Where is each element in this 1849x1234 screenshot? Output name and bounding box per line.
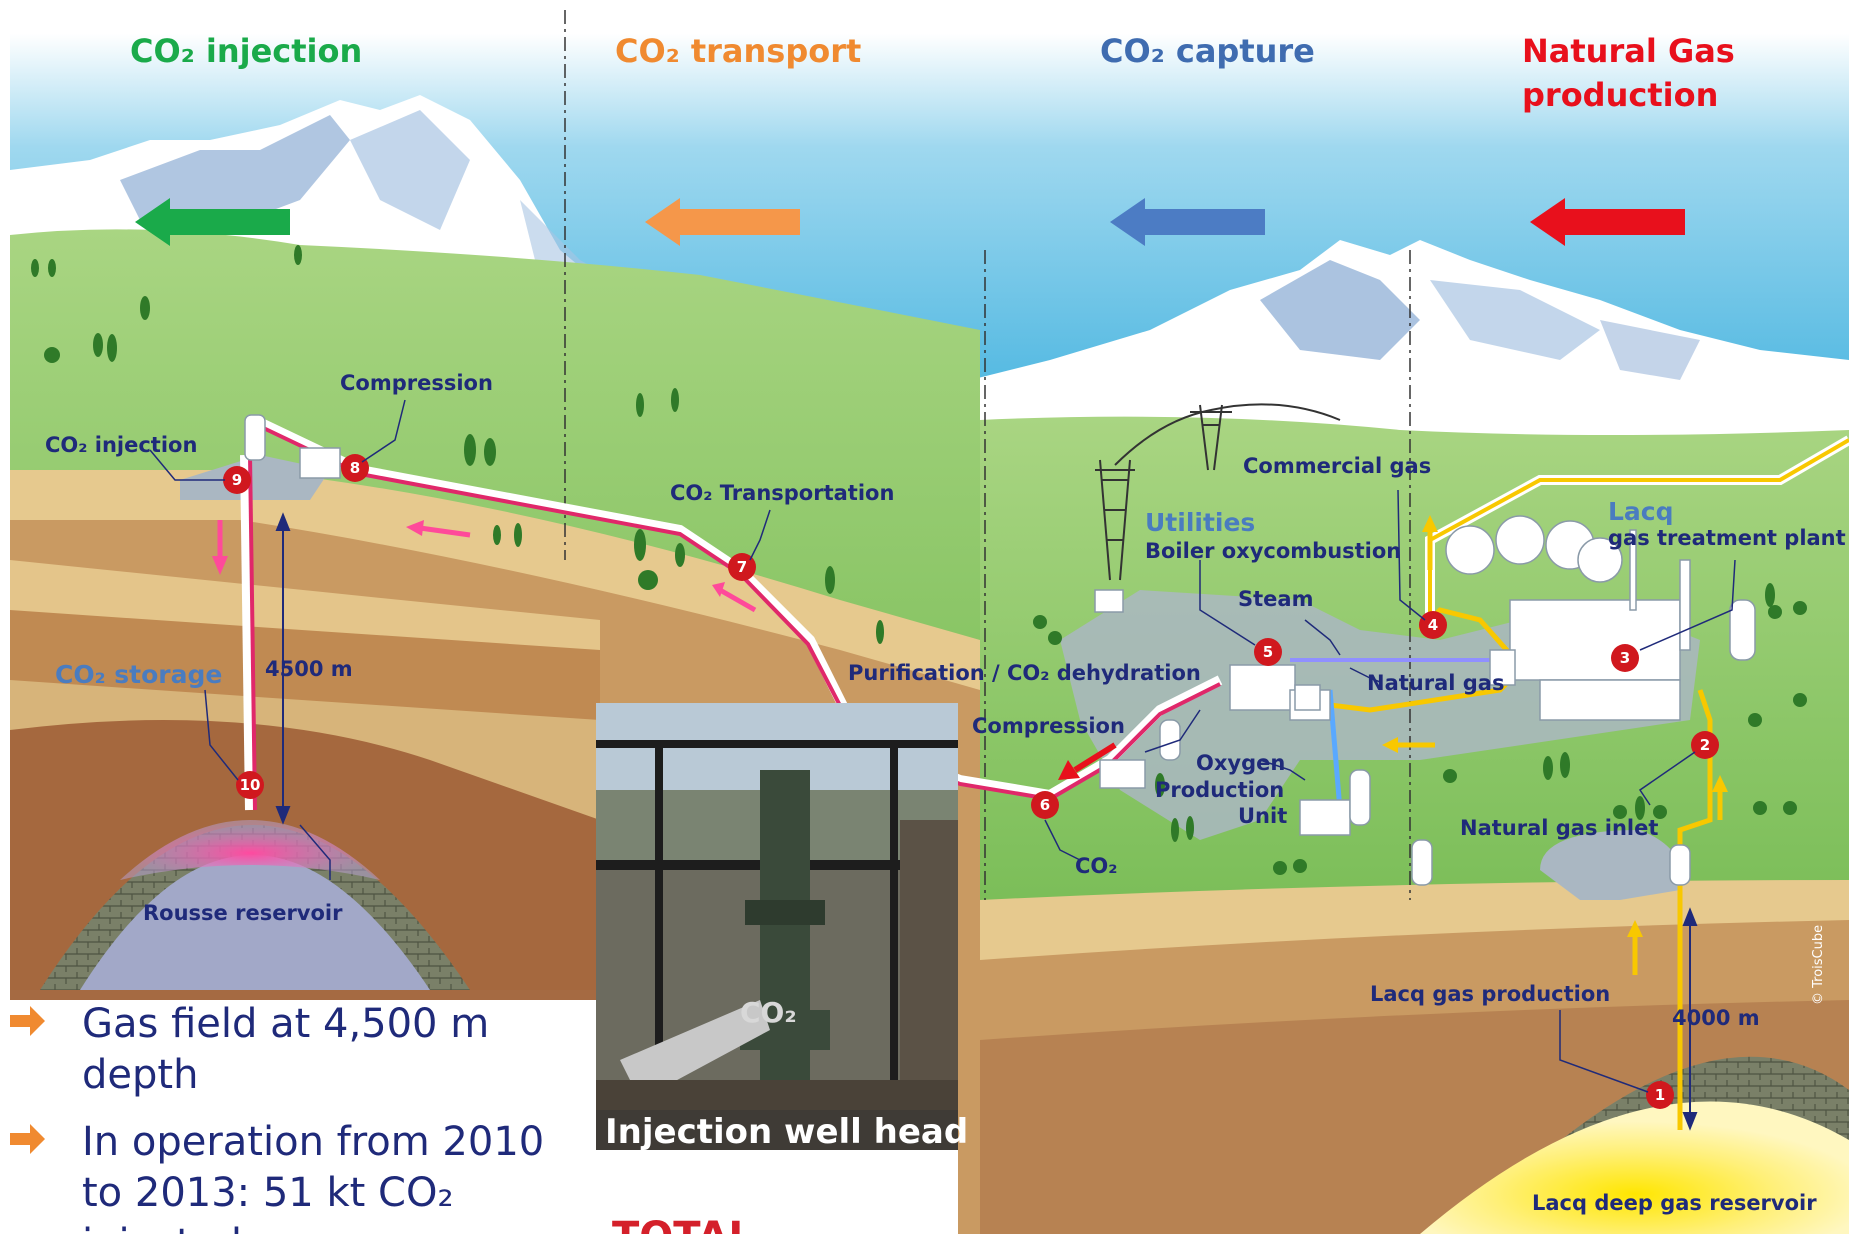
arrow-left-icon xyxy=(135,198,290,246)
marker-8-label: 8 xyxy=(350,459,360,477)
bullet-1-line-1: Gas field at 4,500 m xyxy=(82,1001,489,1047)
label-compression-left: Compression xyxy=(340,371,493,395)
arrow-left-icon xyxy=(1530,198,1685,246)
header-co2-capture: CO₂ capture xyxy=(1100,32,1315,70)
photo-caption: Injection well head xyxy=(605,1112,968,1152)
marker-1 xyxy=(1646,1081,1674,1109)
marker-2-label: 2 xyxy=(1700,736,1710,754)
label-production-unit: Production xyxy=(1155,778,1284,802)
label-natural-gas-inlet: Natural gas inlet xyxy=(1460,816,1658,840)
header-production: production xyxy=(1522,76,1718,114)
label-co2-storage: CO₂ storage xyxy=(55,660,222,689)
marker-10-label: 10 xyxy=(240,776,261,794)
label-gas-treatment-plant: gas treatment plant xyxy=(1608,526,1846,550)
marker-5 xyxy=(1254,638,1282,666)
marker-3-label: 3 xyxy=(1620,649,1630,667)
photo-credit: © TroisCube xyxy=(1811,925,1826,1005)
marker-10 xyxy=(236,771,264,799)
injection-well-photo: CO₂ Injection well head xyxy=(596,703,968,1154)
total-logo: TOTAL xyxy=(612,1214,754,1234)
photo-co2-label: CO₂ xyxy=(740,996,797,1029)
label-purification: Purification / CO₂ dehydration xyxy=(848,661,1201,685)
label-natural-gas: Natural gas xyxy=(1367,671,1504,695)
bullet-1-line-2: depth xyxy=(82,1052,198,1098)
arrow-left-icon xyxy=(1110,198,1265,246)
label-co2-transportation: CO₂ Transportation xyxy=(670,481,894,505)
plant-buildings xyxy=(244,414,1756,886)
marker-7-label: 7 xyxy=(737,558,747,576)
header-co2-injection: CO₂ injection xyxy=(130,32,362,70)
label-rousse-reservoir: Rousse reservoir xyxy=(143,901,343,925)
bullet-arrow-icon xyxy=(10,1006,45,1036)
marker-9-label: 9 xyxy=(232,471,242,489)
label-lacq: Lacq xyxy=(1608,497,1674,526)
label-depth-left: 4500 m xyxy=(265,657,353,681)
label-commercial-gas: Commercial gas xyxy=(1243,454,1431,478)
label-lacq-gas-production: Lacq gas production xyxy=(1370,982,1610,1006)
number-markers: 1 2 3 4 5 6 7 8 9 10 xyxy=(223,454,1719,1109)
label-oxygen: Oxygen xyxy=(1196,751,1285,775)
bullet-list: Gas field at 4,500 m depth In operation … xyxy=(10,1001,544,1234)
bullet-2-line-1: In operation from 2010 xyxy=(82,1119,544,1165)
arrow-left-icon xyxy=(645,198,800,246)
leader-lines xyxy=(149,399,1736,1093)
label-depth-right: 4000 m xyxy=(1672,1006,1760,1030)
label-steam: Steam xyxy=(1238,587,1313,611)
bullet-2-line-2: to 2013: 51 kt CO₂ xyxy=(82,1170,453,1216)
marker-4 xyxy=(1419,611,1447,639)
marker-9 xyxy=(223,466,251,494)
marker-2 xyxy=(1691,731,1719,759)
section-dividers xyxy=(564,10,1411,900)
label-co2-out: CO₂ xyxy=(1075,854,1117,878)
depth-arrows xyxy=(275,512,1698,1131)
marker-7 xyxy=(728,553,756,581)
bullet-2-line-3: injected xyxy=(82,1221,242,1234)
label-lacq-deep-gas-reservoir: Lacq deep gas reservoir xyxy=(1532,1191,1817,1215)
marker-1-label: 1 xyxy=(1655,1086,1665,1104)
pylon-icon xyxy=(1095,403,1341,581)
marker-3 xyxy=(1611,644,1639,672)
label-co2-injection: CO₂ injection xyxy=(45,433,197,457)
header-co2-transport: CO₂ transport xyxy=(615,32,861,70)
marker-8 xyxy=(341,454,369,482)
marker-6-label: 6 xyxy=(1040,796,1050,814)
marker-5-label: 5 xyxy=(1263,643,1273,661)
brand-panel xyxy=(596,1150,958,1234)
marker-4-label: 4 xyxy=(1428,616,1438,634)
label-unit: Unit xyxy=(1238,804,1287,828)
header-natural-gas: Natural Gas xyxy=(1522,32,1735,70)
flow-arrows xyxy=(212,515,1728,975)
label-boiler-oxycombustion: Boiler oxycombustion xyxy=(1145,539,1401,563)
marker-6 xyxy=(1031,791,1059,819)
label-compression-mid: Compression xyxy=(972,714,1125,738)
label-utilities: Utilities xyxy=(1145,508,1255,537)
bullet-panel xyxy=(0,1000,596,1234)
bullet-arrow-icon xyxy=(10,1124,45,1154)
tree-icon xyxy=(31,245,1807,875)
